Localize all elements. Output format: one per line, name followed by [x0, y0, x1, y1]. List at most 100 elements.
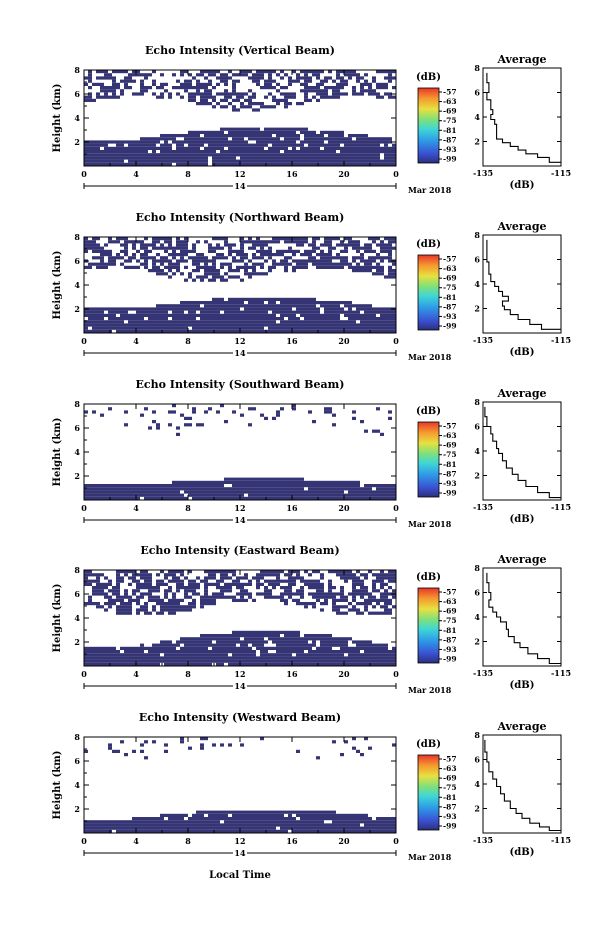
echo-cell	[184, 496, 188, 500]
echo-cell	[224, 653, 228, 657]
echo-cell	[324, 496, 328, 500]
echo-cell	[264, 826, 268, 830]
echo-cell	[204, 595, 208, 599]
echo-cell	[248, 320, 252, 324]
echo-cell	[124, 608, 128, 612]
echo-cell	[164, 317, 168, 321]
echo-cell	[156, 307, 160, 311]
echo-cell	[180, 272, 184, 276]
echo-cell	[364, 823, 368, 827]
echo-cell	[320, 637, 324, 641]
echo-cell	[224, 570, 228, 574]
echo-cell	[324, 493, 328, 497]
echo-cell	[220, 829, 224, 833]
echo-cell	[104, 70, 108, 74]
echo-cell	[228, 326, 232, 330]
echo-cell	[372, 646, 376, 650]
echo-cell	[328, 329, 332, 333]
echo-cell	[292, 237, 296, 241]
echo-cell	[236, 137, 240, 141]
echo-cell	[356, 317, 360, 321]
echo-cell	[152, 605, 156, 609]
echo-cell	[180, 304, 184, 308]
echo-cell	[140, 829, 144, 833]
echo-cell	[260, 134, 264, 138]
echo-cell	[188, 153, 192, 157]
echo-cell	[148, 659, 152, 663]
echo-cell	[108, 820, 112, 824]
echo-cell	[368, 89, 372, 93]
echo-cell	[104, 659, 108, 663]
echo-cell	[132, 256, 136, 260]
echo-cell	[256, 317, 260, 321]
echo-cell	[336, 159, 340, 163]
echo-cell	[212, 582, 216, 586]
echo-cell	[232, 297, 236, 301]
echo-cell	[364, 490, 368, 494]
echo-cell	[176, 643, 180, 647]
echo-cell	[204, 410, 208, 414]
echo-cell	[148, 310, 152, 314]
echo-cell	[188, 637, 192, 641]
echo-cell	[308, 813, 312, 817]
echo-cell	[240, 484, 244, 488]
echo-cell	[304, 579, 308, 583]
echo-cell	[176, 496, 180, 500]
echo-cell	[344, 153, 348, 157]
echo-cell	[196, 480, 200, 484]
echo-cell	[244, 659, 248, 663]
echo-cell	[136, 140, 140, 144]
echo-cell	[192, 304, 196, 308]
echo-cell	[312, 262, 316, 266]
echo-cell	[376, 95, 380, 99]
echo-cell	[236, 640, 240, 644]
echo-cell	[104, 487, 108, 491]
average-y-tick-label: 4	[474, 279, 480, 289]
x-tick-label: 0	[393, 669, 399, 679]
echo-cell	[100, 307, 104, 311]
echo-cell	[124, 86, 128, 90]
echo-cell	[256, 634, 260, 638]
echo-cell	[300, 579, 304, 583]
echo-cell	[332, 810, 336, 814]
echo-cell	[328, 823, 332, 827]
echo-cell	[316, 246, 320, 250]
echo-cell	[264, 153, 268, 157]
echo-cell	[140, 656, 144, 660]
echo-cell	[324, 323, 328, 327]
echo-cell	[304, 829, 308, 833]
echo-cell	[196, 826, 200, 830]
echo-cell	[364, 89, 368, 93]
echo-cell	[372, 156, 376, 160]
echo-cell	[196, 265, 200, 269]
echo-cell	[172, 656, 176, 660]
echo-cell	[184, 326, 188, 330]
echo-cell	[216, 130, 220, 134]
echo-cell	[188, 659, 192, 663]
echo-cell	[172, 490, 176, 494]
echo-cell	[328, 146, 332, 150]
echo-cell	[124, 662, 128, 666]
echo-cell	[176, 813, 180, 817]
echo-cell	[256, 326, 260, 330]
echo-cell	[360, 817, 364, 821]
echo-cell	[308, 650, 312, 654]
echo-cell	[220, 278, 224, 282]
echo-cell	[124, 317, 128, 321]
echo-cell	[180, 813, 184, 817]
echo-cell	[176, 662, 180, 666]
echo-cell	[204, 656, 208, 660]
echo-cell	[104, 326, 108, 330]
echo-cell	[136, 820, 140, 824]
echo-cell	[348, 490, 352, 494]
echo-cell	[256, 301, 260, 305]
echo-cell	[276, 810, 280, 814]
echo-cell	[368, 265, 372, 269]
echo-cell	[384, 150, 388, 154]
echo-cell	[164, 602, 168, 606]
echo-cell	[168, 653, 172, 657]
echo-cell	[364, 323, 368, 327]
echo-cell	[240, 73, 244, 77]
echo-cell	[300, 592, 304, 596]
echo-cell	[148, 162, 152, 166]
